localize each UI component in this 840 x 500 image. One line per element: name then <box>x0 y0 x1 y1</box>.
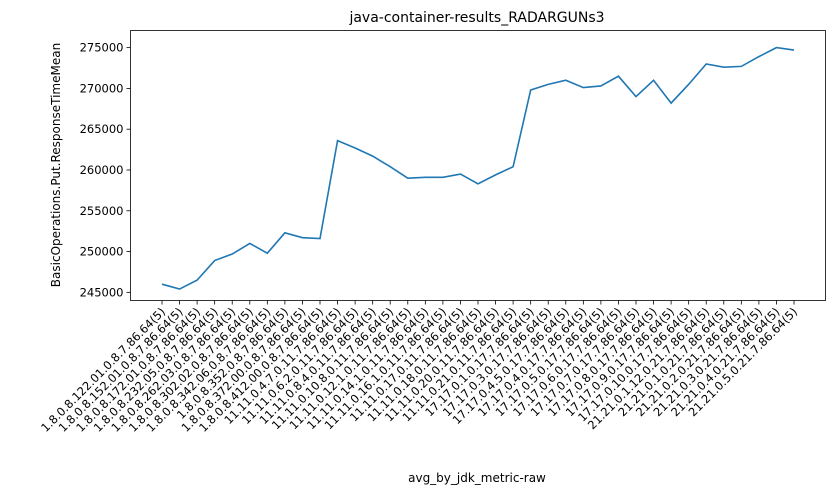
y-axis-label: BasicOperations.Put.ResponseTimeMean <box>49 43 63 287</box>
plot-frame <box>130 30 826 301</box>
y-tick-label: 260000 <box>80 163 124 177</box>
y-tick-label: 270000 <box>80 81 124 95</box>
y-tick-label: 275000 <box>80 41 124 55</box>
y-tick-label: 265000 <box>80 122 124 136</box>
y-tick-label: 255000 <box>80 204 124 218</box>
chart-title: java-container-results_RADARGUNs3 <box>348 10 604 26</box>
x-axis-label: avg_by_jdk_metric-raw <box>408 471 546 485</box>
line-series <box>161 46 795 290</box>
y-tick-label: 250000 <box>80 245 124 259</box>
y-tick-label: 245000 <box>80 285 124 299</box>
